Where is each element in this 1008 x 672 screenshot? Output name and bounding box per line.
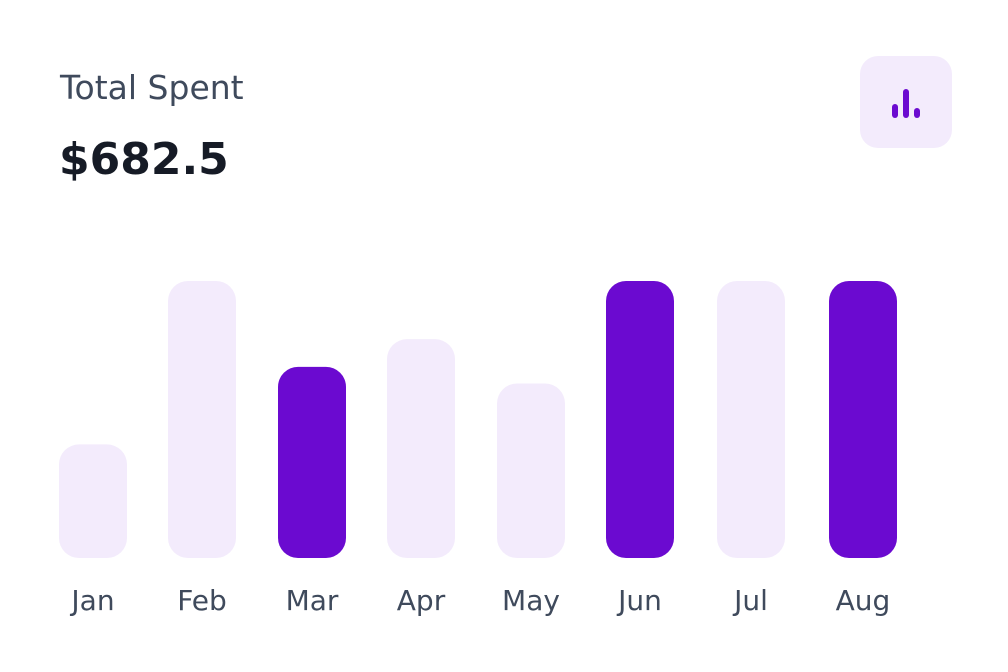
bar-aug [829, 281, 897, 558]
month-label-jan: Jan [71, 584, 115, 617]
month-label-apr: Apr [396, 584, 446, 617]
month-label-mar: Mar [285, 584, 339, 617]
bar-apr [387, 339, 455, 558]
bar-feb [168, 281, 236, 558]
month-label-jun: Jun [618, 584, 662, 617]
bar-jul [717, 281, 785, 558]
month-label-feb: Feb [177, 584, 227, 617]
total-amount: $682.5 [59, 134, 229, 185]
bar-mar [278, 366, 346, 558]
bar-jan [59, 444, 127, 558]
card-title: Total Spent [60, 68, 244, 107]
month-label-jul: Jul [734, 584, 768, 617]
month-label-aug: Aug [835, 584, 891, 617]
chart-view-button[interactable] [860, 56, 952, 148]
bar-jun [606, 281, 674, 558]
month-label-may: May [502, 584, 560, 617]
bar-chart-icon [892, 89, 920, 118]
bar-may [497, 383, 565, 558]
